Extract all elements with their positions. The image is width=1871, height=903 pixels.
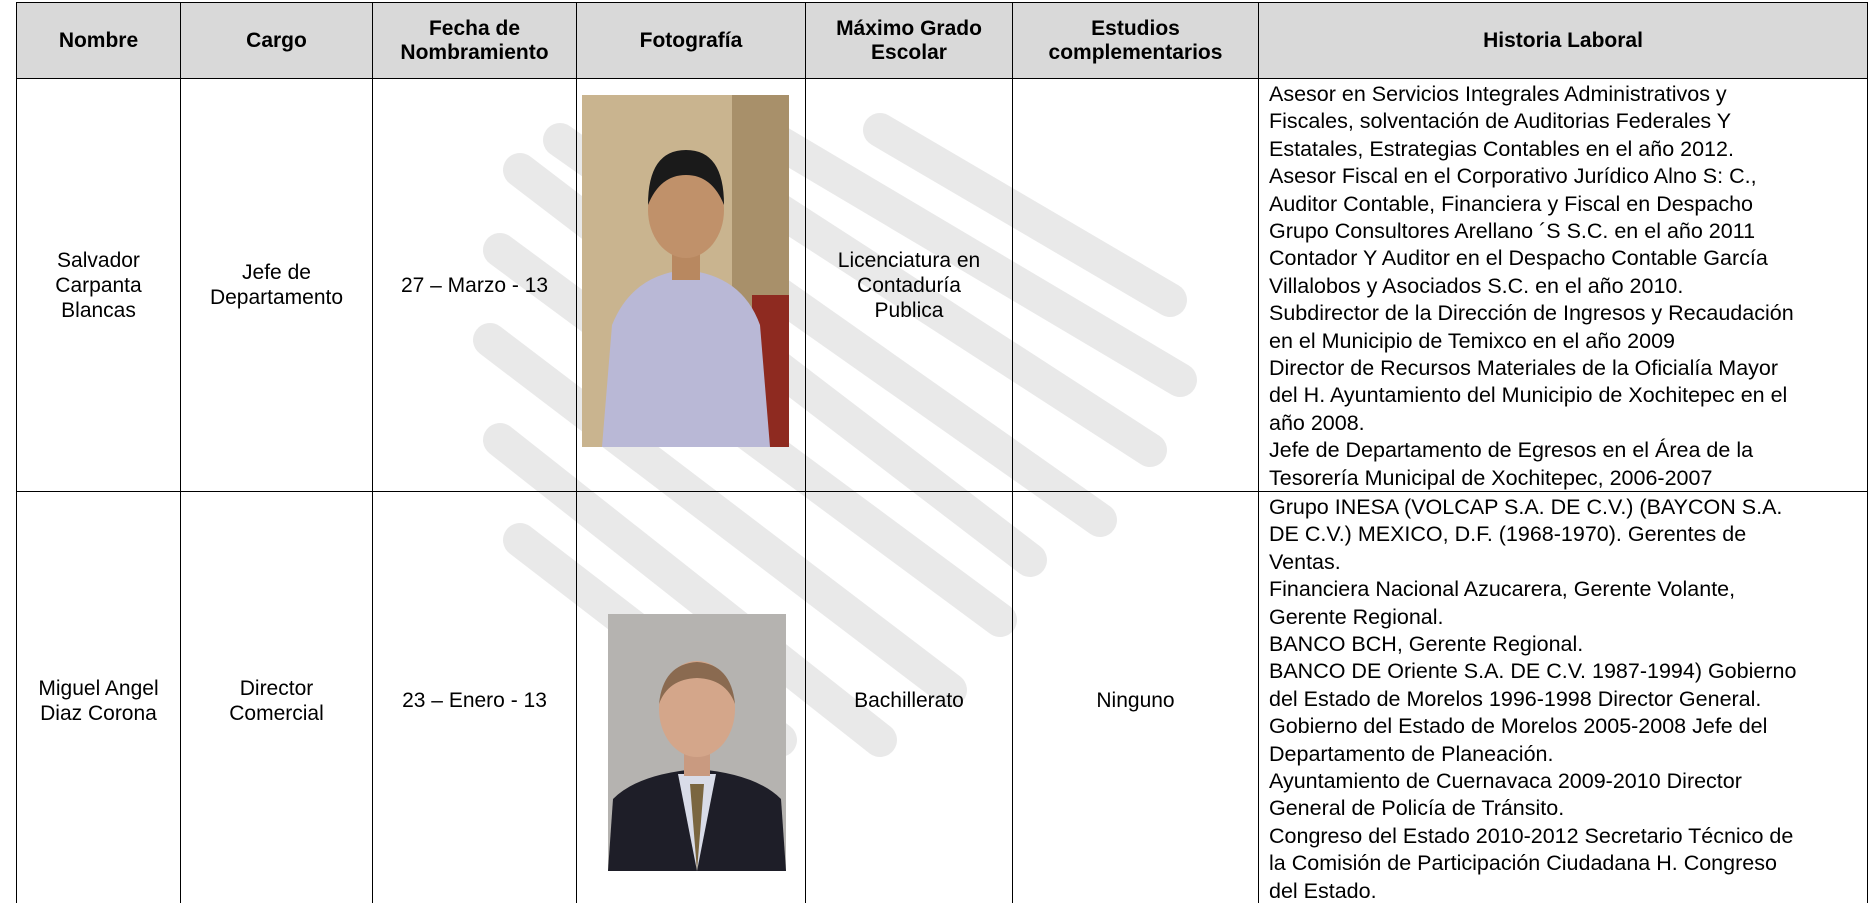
text-line: Asesor en Servicios Integrales Administr… [1269, 82, 1727, 106]
fecha-cell: 27 – Marzo - 13 [373, 79, 577, 492]
nombre-cell: Miguel Angel Diaz Corona [16, 492, 181, 903]
text-line: Miguel Angel [38, 676, 159, 700]
header-cell: Historia Laboral [1259, 2, 1868, 79]
historia-cell: Grupo INESA (VOLCAP S.A. DE C.V.) (BAYCO… [1259, 492, 1868, 903]
text-line: año 2008. [1269, 410, 1365, 435]
foto-cell [577, 492, 806, 903]
historia-cell: Asesor en Servicios Integrales Administr… [1259, 79, 1868, 492]
text-line: del Estado. [1269, 878, 1377, 903]
header-cell: Cargo [181, 2, 373, 79]
text-line: Gobierno del Estado de Morelos 2005-2008… [1269, 714, 1768, 739]
text-line: Fiscales, solventación de Auditorias Fed… [1269, 109, 1732, 134]
text-line: Tesorería Municipal de Xochitepec, 2006-… [1269, 465, 1713, 490]
text-line: del H. Ayuntamiento del Municipio de Xoc… [1269, 383, 1788, 408]
text-line: Carpanta [55, 273, 142, 297]
text-line: BANCO BCH, Gerente Regional. [1269, 632, 1584, 657]
text-line: Licenciatura en [837, 248, 981, 272]
text-line: Contador Y Auditor en el Despacho Contab… [1269, 246, 1768, 271]
text-line: Nombre [58, 28, 139, 52]
foto-cell [577, 79, 806, 492]
text-line: Ventas. [1269, 549, 1341, 574]
text-line: DE C.V.) MEXICO, D.F. (1968-1970). Geren… [1269, 522, 1747, 547]
text-line: Gerente Regional. [1269, 604, 1444, 629]
text-line: Ayuntamiento de Cuernavaca 2009-2010 Dir… [1269, 769, 1742, 794]
text-line: Estudios [1091, 16, 1180, 40]
text-line: Subdirector de la Dirección de Ingresos … [1269, 301, 1794, 326]
text-line: 27 – Marzo - 13 [400, 273, 549, 297]
text-line: Estatales, Estrategias Contables en el a… [1269, 136, 1734, 161]
estudios-cell: Ninguno [1013, 492, 1259, 903]
nombre-cell: Salvador Carpanta Blancas [16, 79, 181, 492]
text-line: Historia Laboral [1483, 28, 1643, 52]
photo-salvador [582, 95, 789, 447]
text-line: Publica [874, 298, 944, 322]
estudios-cell [1013, 79, 1259, 492]
text-line: complementarios [1048, 40, 1223, 64]
cargo-cell: Director Comercial [181, 492, 373, 903]
text-line: Ninguno [1096, 689, 1175, 712]
text-line: en el Municipio de Temixco en el año 200… [1269, 328, 1675, 353]
text-line: Jefe de Departamento de Egresos en el Ár… [1269, 438, 1754, 463]
text-line: Auditor Contable, Financiera y Fiscal en… [1269, 191, 1754, 216]
text-line: Salvador [57, 248, 140, 272]
text-line: General de Policía de Tránsito. [1269, 796, 1565, 821]
text-line: Departamento [209, 286, 344, 309]
text-line: Blancas [61, 298, 136, 322]
text-line: 23 – Enero - 13 [402, 689, 547, 712]
photo-miguel [608, 614, 786, 871]
header-cell: Nombre [16, 2, 181, 79]
text-line: Escolar [871, 40, 947, 64]
text-line: Fecha de [428, 16, 521, 40]
text-line: Bachillerato [854, 689, 964, 712]
text-line: Comercial [229, 701, 324, 725]
text-line: Director de Recursos Materiales de la Of… [1269, 356, 1779, 381]
text-line: Cargo [246, 28, 307, 52]
text-line: Máximo Grado [836, 16, 982, 40]
text-line: la Comisión de Participación Ciudadana H… [1269, 851, 1777, 876]
text-line: Grupo INESA (VOLCAP S.A. DE C.V.) (BAYCO… [1269, 495, 1783, 519]
header-cell: Máximo Grado Escolar [806, 2, 1013, 79]
text-line: Jefe de [242, 261, 311, 284]
text-line: Villalobos y Asociados S.C. en el año 20… [1269, 273, 1684, 298]
text-line: Grupo Consultores Arellano ´S S.C. en el… [1269, 219, 1756, 244]
text-line: Fotografía [639, 28, 743, 52]
header-cell: Estudios complementarios [1013, 2, 1259, 79]
text-line: Congreso del Estado 2010-2012 Secretario… [1269, 823, 1794, 848]
text-line: del Estado de Morelos 1996-1998 Director… [1269, 686, 1762, 711]
grado-cell: Licenciatura en Contaduría Publica [806, 79, 1013, 492]
text-line: Director [239, 676, 314, 700]
header-cell: Fotografía [577, 2, 806, 79]
text-line: Financiera Nacional Azucarera, Gerente V… [1269, 577, 1736, 602]
text-line: Nombramiento [400, 40, 549, 64]
text-line: Contaduría [857, 273, 961, 297]
text-line: Diaz Corona [40, 701, 157, 725]
grado-cell: Bachillerato [806, 492, 1013, 903]
cargo-cell: Jefe de Departamento [181, 79, 373, 492]
text-line: Departamento de Planeación. [1269, 741, 1554, 766]
text-line: Asesor Fiscal en el Corporativo Jurídico… [1269, 164, 1757, 189]
text-line: BANCO DE Oriente S.A. DE C.V. 1987-1994)… [1269, 659, 1797, 684]
fecha-cell: 23 – Enero - 13 [373, 492, 577, 903]
header-cell: Fecha de Nombramiento [373, 2, 577, 79]
